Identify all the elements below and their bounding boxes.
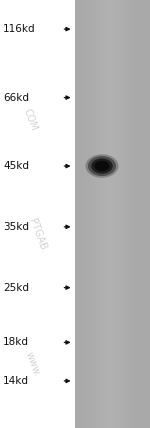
Text: 18kd: 18kd: [3, 337, 29, 348]
Text: PTGAB.: PTGAB.: [27, 217, 48, 254]
Text: 35kd: 35kd: [3, 222, 29, 232]
Text: 25kd: 25kd: [3, 282, 29, 293]
Text: 66kd: 66kd: [3, 92, 29, 103]
Ellipse shape: [95, 161, 110, 171]
Text: 45kd: 45kd: [3, 161, 29, 171]
Ellipse shape: [85, 155, 118, 178]
Ellipse shape: [91, 158, 113, 174]
Text: 116kd: 116kd: [3, 24, 36, 34]
Bar: [0, 0, 75, 428]
Text: COM: COM: [21, 107, 39, 132]
Text: www.: www.: [24, 350, 42, 378]
Text: 14kd: 14kd: [3, 376, 29, 386]
Ellipse shape: [88, 156, 116, 176]
